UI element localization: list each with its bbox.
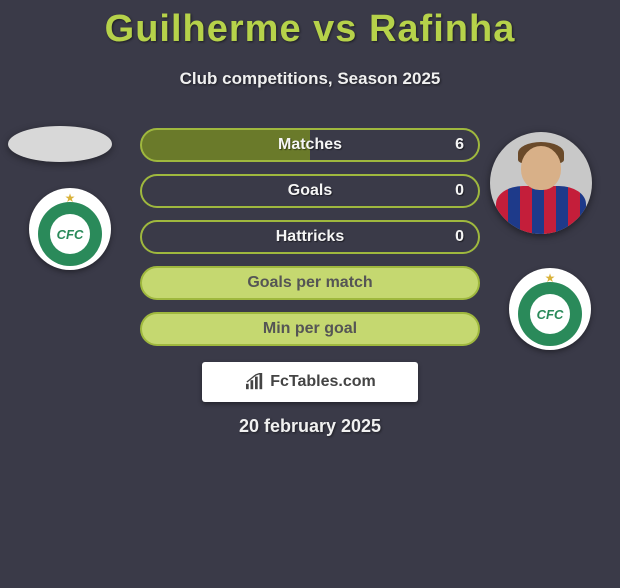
stat-value: 6 [455,136,464,154]
stats-container: Matches 6 Goals 0 Hattricks 0 Goals per match M… [140,128,480,358]
club-badge-text: CFC [530,294,570,334]
stat-label: Goals per match [247,274,372,292]
club-badge-left: ★ CFC [20,188,120,270]
date-label: 20 february 2025 [0,416,620,437]
club-badge-right: ★ CFC [500,268,600,350]
stat-label: Hattricks [276,228,344,246]
stat-label: Min per goal [263,320,357,338]
subtitle: Club competitions, Season 2025 [0,69,620,89]
stat-label: Matches [278,136,342,154]
stat-bar-goals: Goals 0 [140,174,480,208]
stat-bar-matches: Matches 6 [140,128,480,162]
watermark: FcTables.com [202,362,418,402]
stat-bar-hattricks: Hattricks 0 [140,220,480,254]
stat-value: 0 [455,228,464,246]
page-title: Guilherme vs Rafinha [0,8,620,51]
club-badge-text: CFC [50,214,90,254]
stat-value: 0 [455,182,464,200]
chart-icon [244,373,266,391]
stat-bar-goals-per-match: Goals per match [140,266,480,300]
player-left-avatar [8,126,112,162]
stat-bar-min-per-goal: Min per goal [140,312,480,346]
stat-label: Goals [288,182,332,200]
watermark-text: FcTables.com [270,373,376,391]
player-right-avatar [490,132,592,234]
